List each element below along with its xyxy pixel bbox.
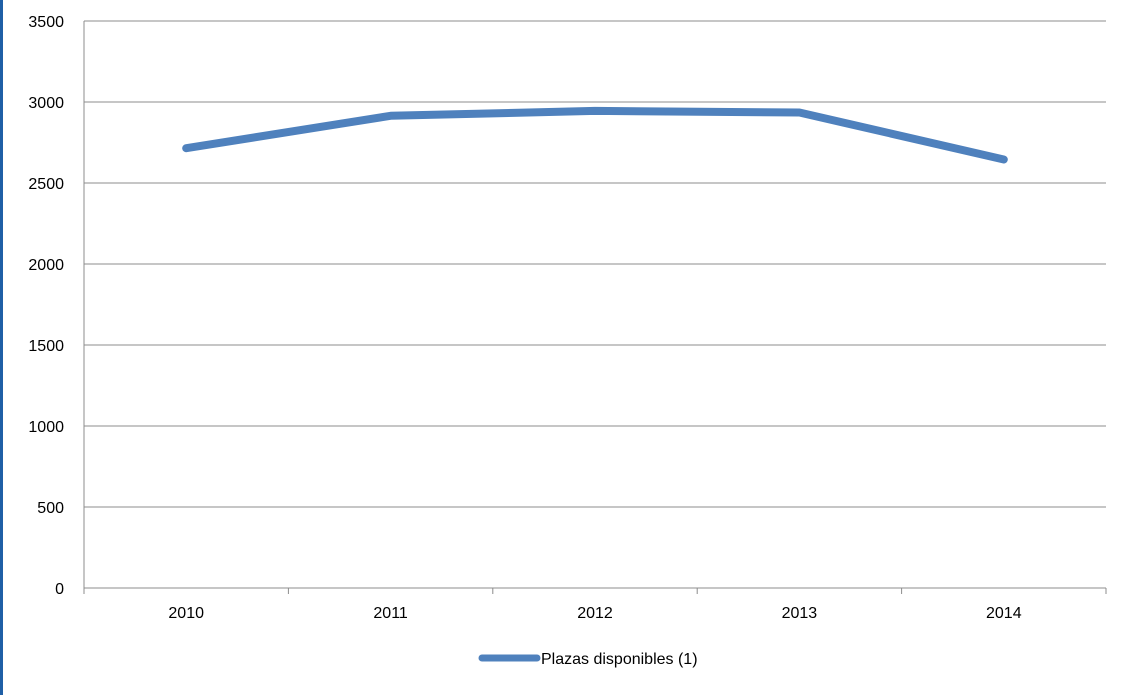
y-tick-label-3000: 3000 (28, 95, 64, 112)
x-tick-label-2011: 2011 (373, 605, 408, 622)
x-tick-labels: 2010 2011 2012 2013 2014 (168, 605, 1021, 622)
y-tick-label-2000: 2000 (28, 257, 64, 274)
legend-label: Plazas disponibles (1) (541, 651, 698, 668)
y-tick-label-0: 0 (55, 581, 64, 598)
axes (83, 21, 1107, 594)
x-tick-label-2013: 2013 (782, 605, 818, 622)
y-tick-label-1000: 1000 (28, 419, 64, 436)
y-tick-label-1500: 1500 (28, 338, 64, 355)
frame-edge (0, 0, 3, 695)
y-tick-label-2500: 2500 (28, 176, 64, 193)
x-tick-label-2014: 2014 (986, 605, 1022, 622)
grid-lines (84, 20, 1106, 508)
y-tick-label-3500: 3500 (28, 14, 64, 31)
series-lines (182, 106, 1008, 164)
x-tick-label-2012: 2012 (577, 605, 613, 622)
series-line-1 (182, 106, 1008, 164)
legend: Plazas disponibles (1) (478, 651, 698, 668)
x-tick-label-2010: 2010 (168, 605, 204, 622)
y-tick-labels: 0 500 1000 1500 2000 2500 3000 3500 (28, 14, 64, 598)
y-tick-label-500: 500 (37, 500, 64, 517)
